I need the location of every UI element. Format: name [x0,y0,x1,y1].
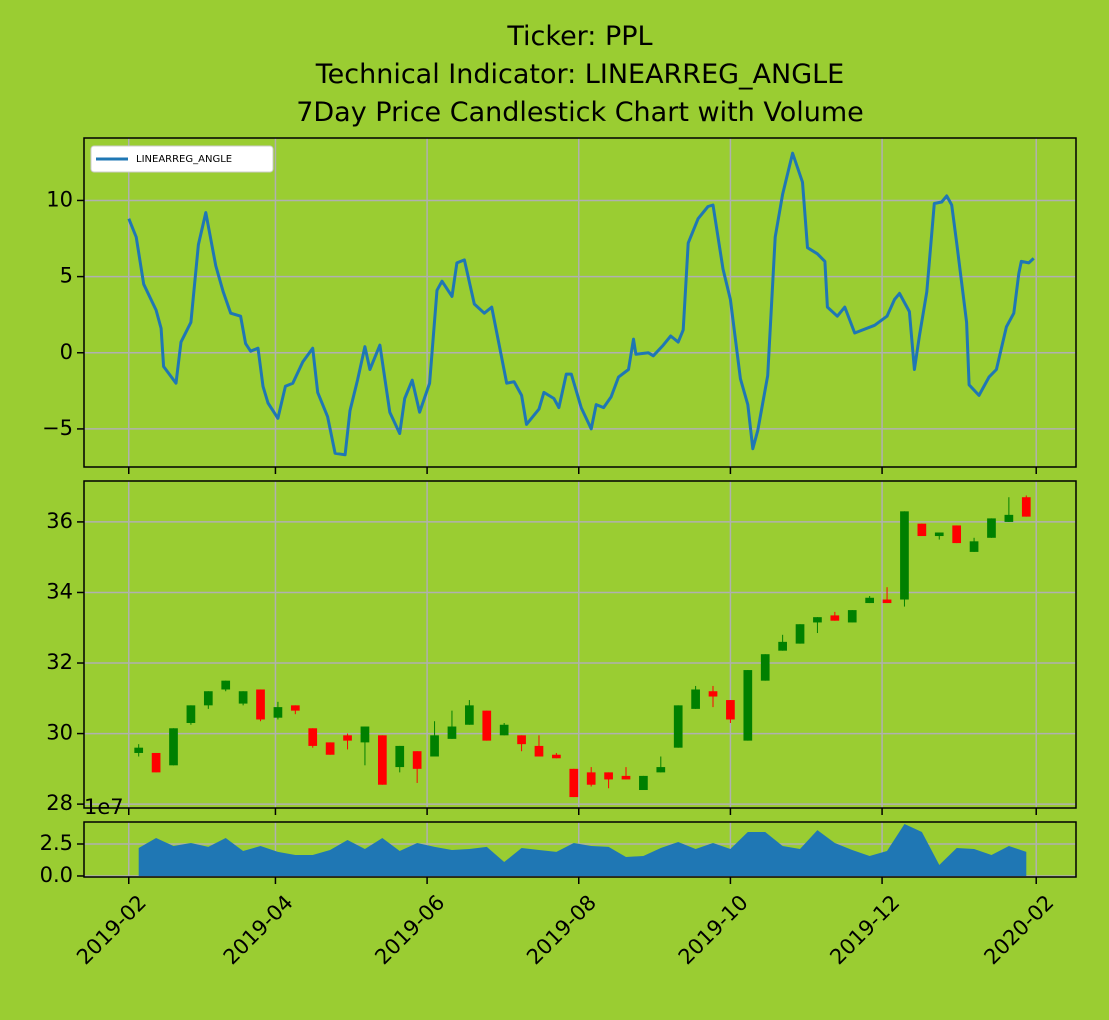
candle-body [308,728,318,746]
candle-body [639,775,648,791]
candle-body [238,691,248,704]
candle-body [952,525,962,544]
candle-body [273,707,283,718]
y-tick-label: −5 [42,416,73,440]
candle-body [673,705,683,748]
candle-body [969,541,979,552]
y-tick-label: 2.5 [40,831,73,855]
candle-body [760,654,770,681]
legend-box [90,145,274,173]
candle-body [726,700,735,720]
y-tick-label: 5 [60,264,73,288]
y-tick-label: 10 [46,187,73,211]
candle-body [569,768,579,798]
candle-body [795,624,805,644]
candle-body [621,775,631,780]
candle-body [256,689,265,720]
candle-body [134,747,144,753]
title-line: 7Day Price Candlestick Chart with Volume [296,97,864,128]
candle-body [325,742,335,755]
candle-body [813,617,822,623]
candle-body [865,597,874,604]
y-tick-label: 30 [46,721,73,745]
y-tick-label: 0 [60,340,73,364]
candle-body [482,710,492,741]
candle-body [395,745,405,768]
y-tick-label: 36 [46,509,73,533]
volume-area [138,824,1027,876]
candle-body [586,772,596,785]
candle-body [203,691,213,706]
candle-body [778,641,787,651]
y-tick-label: 0.0 [40,863,73,887]
candle-body [604,772,613,780]
candle-body [465,705,474,725]
candle-body [882,599,892,604]
candle-body [934,532,944,537]
candle-body [534,745,544,757]
candle-body [221,680,231,690]
candle-body [743,670,753,741]
candle-body [412,751,422,769]
candle-body [847,610,857,623]
candle-body [377,735,387,785]
candle-body [552,754,561,759]
legend-label: LINEARREG_ANGLE [136,154,232,165]
candle-body [691,689,700,709]
axes-frame [83,480,1077,809]
candle-body [900,511,909,600]
candle-body [1021,497,1031,517]
y-tick-label: 28 [46,791,73,815]
offset-label: 1e7 [84,795,124,819]
candle-body [169,728,178,766]
candle-body [917,523,927,537]
candle-body [708,691,718,697]
candle-body [830,615,840,621]
candle-body [430,735,439,757]
y-tick-label: 32 [46,650,73,674]
candle-body [151,752,161,773]
title-line: Ticker: PPL [506,21,652,52]
candle-body [499,724,509,736]
candle-body [343,735,352,741]
candle-body [290,705,300,711]
candle-body [656,767,666,773]
indicator-line [127,151,1035,457]
candle-body [987,518,996,538]
axes-frame [83,137,1077,468]
y-tick-label: 34 [46,579,73,603]
axes-frame [83,821,1077,878]
candle-body [186,705,196,723]
candle-body [447,726,457,739]
candle-body [360,726,370,743]
candle-body [1004,514,1014,522]
candle-body [517,735,526,745]
title-line: Technical Indicator: LINEARREG_ANGLE [315,59,845,90]
